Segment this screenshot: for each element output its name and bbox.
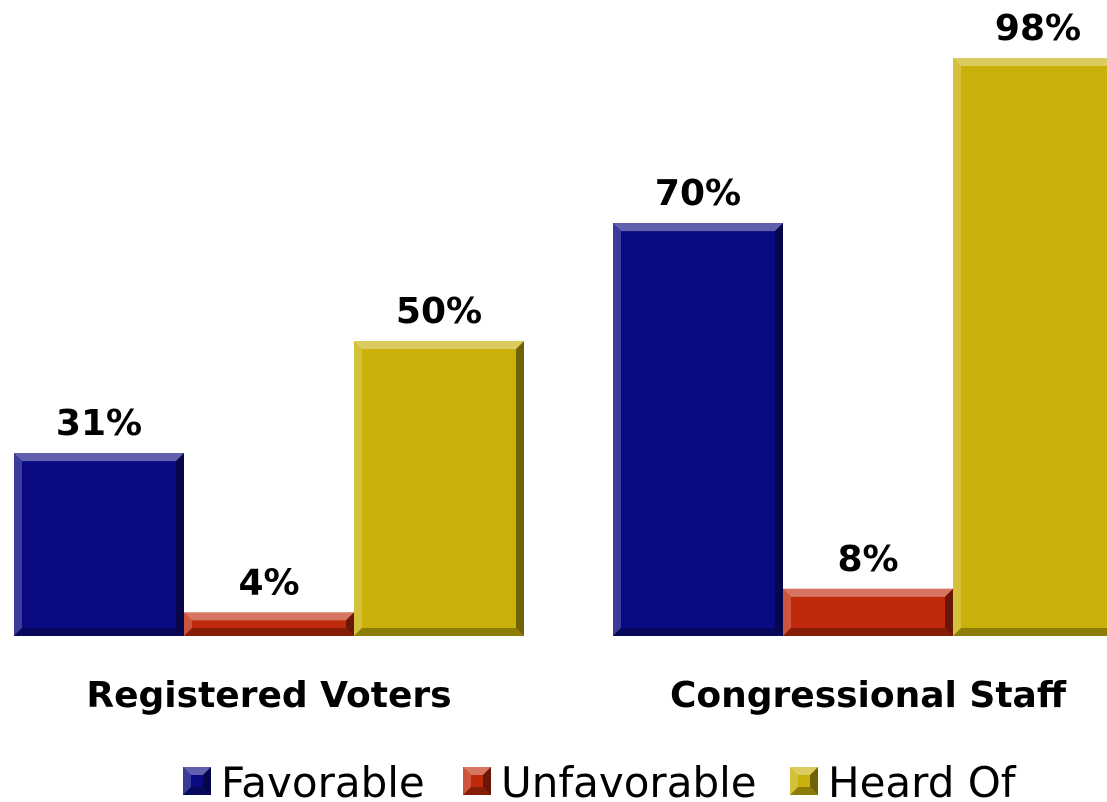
bar-heard-of-0	[354, 341, 524, 636]
legend-swatch	[183, 767, 211, 795]
value-label: 8%	[837, 539, 898, 580]
bar-unfavorable-0	[184, 612, 354, 636]
legend: Favorable Unfavorable Heard Of	[183, 758, 1017, 802]
value-label: 4%	[238, 562, 299, 603]
bar-favorable-1	[613, 223, 783, 636]
legend-label: Heard Of	[828, 758, 1017, 802]
value-label: 98%	[995, 8, 1081, 49]
legend-item-unfavorable: Unfavorable	[463, 758, 757, 802]
legend-label: Favorable	[221, 758, 425, 802]
category-label: Registered Voters	[86, 675, 451, 716]
bar-favorable-0	[14, 453, 184, 636]
category-labels-group: Registered Voters Congressional Staff	[86, 675, 1066, 716]
value-label: 70%	[655, 173, 741, 214]
legend-item-heard-of: Heard Of	[790, 758, 1017, 802]
value-label: 50%	[396, 291, 482, 332]
legend-label: Unfavorable	[501, 758, 757, 802]
category-label: Congressional Staff	[670, 675, 1067, 716]
legend-item-favorable: Favorable	[183, 758, 425, 802]
legend-swatch	[790, 767, 818, 795]
value-label: 31%	[56, 403, 142, 444]
bar-unfavorable-1	[783, 588, 953, 636]
bar-heard-of-1	[953, 58, 1107, 636]
bars-group	[14, 58, 1107, 636]
value-labels-group: 31% 4% 50% 70% 8% 98%	[56, 8, 1081, 603]
legend-swatch	[463, 767, 491, 795]
